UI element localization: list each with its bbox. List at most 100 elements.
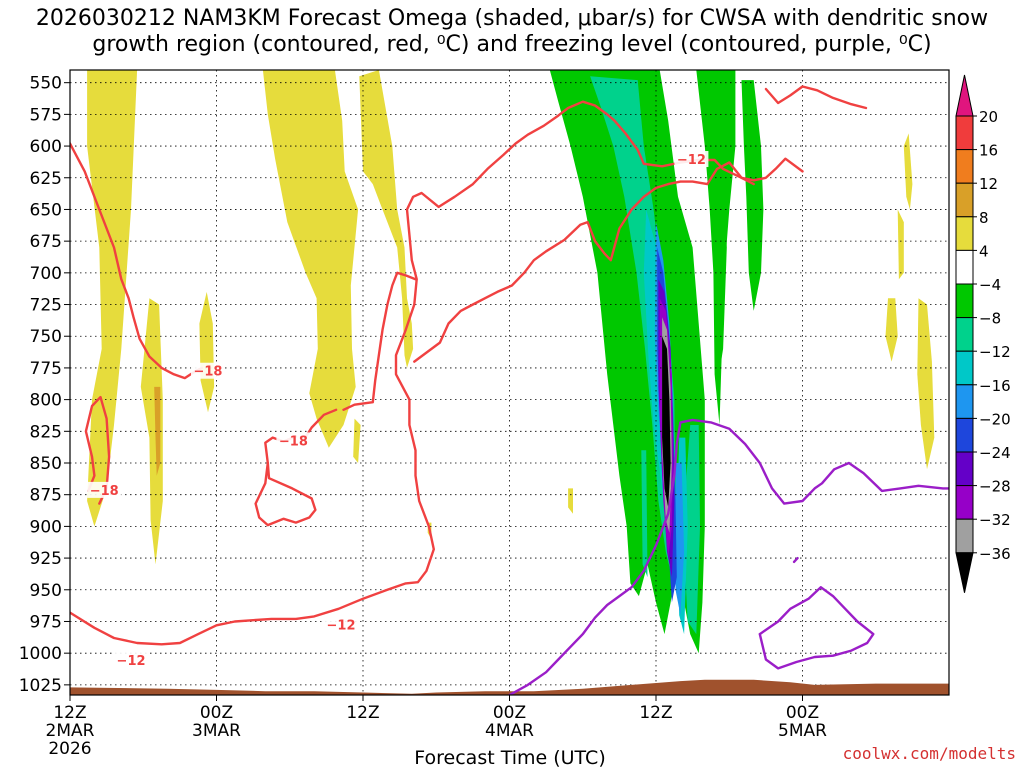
colorbar-bottom-triangle (955, 552, 974, 593)
colorbar-swatch-13 (955, 518, 974, 554)
xtick-label-12-2: 3MAR (192, 721, 241, 741)
ytick-label-600: 600 (30, 137, 62, 157)
colorbar-label-11: −28 (979, 478, 1011, 496)
ytick-label-850: 850 (30, 454, 62, 474)
y-axis-ticks: 550 575 600 625 650 675 700 725 750 775 800 825 850 8… (19, 74, 70, 696)
pressure-gridlines (70, 70, 949, 695)
omega-region-4to8-11 (903, 133, 913, 210)
contour-label-bg-2 (87, 481, 122, 498)
colorbar-swatch-6 (955, 283, 974, 319)
contour-label-bg-4 (114, 651, 149, 668)
ytick-label-650: 650 (30, 200, 62, 220)
temp-contour-2 (84, 395, 111, 505)
colorbar-swatch-8 (955, 350, 974, 386)
ytick-label-950: 950 (30, 581, 62, 601)
xtick-label-36-2: 4MAR (485, 721, 534, 741)
omega-region-ltm36-29 (662, 336, 671, 508)
temp-contour-0 (70, 142, 204, 380)
colorbar-label-0: 20 (979, 108, 998, 126)
xtick-label-48-1: 12Z (639, 703, 672, 723)
freezing-level-contours (508, 418, 949, 695)
omega-region-4to8-12 (897, 209, 904, 280)
colorbar-swatch-2 (955, 149, 974, 184)
chart-title-line2: growth region (contoured, red, ⁰C) and f… (92, 32, 931, 57)
xtick-label-0-3: 2026 (48, 739, 91, 759)
ytick-label-700: 700 (30, 264, 62, 284)
colorbar-swatch-1 (955, 115, 974, 151)
ytick-label-550: 550 (30, 74, 62, 94)
temp-contour-5 (342, 271, 417, 411)
xtick-label-12-1: 00Z (200, 703, 233, 723)
ytick-label-725: 725 (30, 296, 62, 316)
temp-contour-7 (413, 161, 755, 363)
omega-region-4to8-4 (262, 70, 359, 448)
ytick-label-775: 775 (30, 359, 62, 379)
colorbar-label-2: 12 (979, 175, 998, 193)
colorbar-label-13: −36 (979, 545, 1011, 563)
colorbar-swatch-4 (955, 216, 974, 251)
omega-region-8to12-2 (154, 386, 161, 476)
contour-label-1: −18 (279, 434, 308, 449)
omega-region-m8tom12-18 (590, 76, 678, 578)
omega-region-4to8-5 (359, 70, 414, 368)
ytick-label-875: 875 (30, 486, 62, 506)
colorbar-swatch-5 (955, 249, 974, 285)
colorbar-label-4: 4 (979, 242, 989, 260)
colorbar: 20 16 12 8 4 −4 −8 −12 −16 −20 −24 −28 −32 −36 (955, 74, 1011, 593)
temp-contour-8 (764, 85, 868, 110)
colorbar-label-6: −8 (979, 310, 1001, 328)
xtick-label-0-1: 12Z (53, 703, 86, 723)
ytick-label-1000: 1000 (19, 644, 62, 664)
omega-region-m16tom20-24 (675, 463, 685, 616)
omega-region-4to8-6 (353, 418, 361, 463)
omega-region-m4tom8-17 (741, 80, 764, 311)
ytick-label-825: 825 (30, 422, 62, 442)
colorbar-swatch-11 (955, 451, 974, 487)
x-axis-label: Forecast Time (UTC) (414, 747, 605, 768)
colorbar-swatch-9 (955, 384, 974, 419)
freezing-contour-1 (758, 586, 875, 670)
colorbar-label-10: −24 (979, 444, 1011, 462)
xtick-label-24-1: 12Z (346, 703, 379, 723)
omega-region-4to8-10 (917, 298, 935, 470)
colorbar-swatch-12 (955, 485, 974, 520)
credit-text: coolwx.com/modelts (843, 744, 1016, 763)
ytick-label-800: 800 (30, 391, 62, 411)
ytick-label-625: 625 (30, 169, 62, 189)
contour-labels: −18 −18 −18 −12 −12 −12 (87, 151, 709, 669)
ytick-label-975: 975 (30, 612, 62, 632)
terrain-layer (70, 679, 949, 695)
contour-label-bg-1 (276, 432, 311, 449)
omega-region-m8tom12-20 (641, 450, 648, 578)
colorbar-swatch-3 (955, 182, 974, 218)
freezing-contour-0 (508, 418, 949, 695)
colorbar-label-12: −32 (979, 511, 1011, 529)
xtick-label-36-1: 00Z (493, 703, 526, 723)
colorbar-label-3: 8 (979, 209, 989, 227)
contour-label-bg-0 (190, 362, 225, 379)
contour-label-bg-3 (324, 616, 359, 633)
contour-label-3: −12 (327, 618, 356, 633)
temperature-contours (70, 85, 868, 646)
contour-label-4: −12 (117, 654, 146, 669)
xtick-label-0-2: 2MAR (46, 721, 95, 741)
omega-region-4to8-3 (199, 291, 215, 413)
freezing-contour-2 (792, 556, 799, 564)
xtick-label-60-1: 00Z (786, 703, 819, 723)
contour-label-2: −18 (90, 484, 119, 499)
colorbar-swatch-7 (955, 317, 974, 352)
omega-region-m8tom12-19 (684, 425, 700, 635)
ytick-label-675: 675 (30, 232, 62, 252)
contour-label-bg-5 (674, 151, 709, 168)
colorbar-swatch-10 (955, 417, 974, 453)
colorbar-label-5: −4 (979, 276, 1001, 294)
omega-region-4to8-9 (885, 298, 898, 362)
ytick-label-575: 575 (30, 105, 62, 125)
ytick-label-1025: 1025 (19, 676, 62, 696)
colorbar-label-8: −16 (979, 377, 1011, 395)
contour-label-0: −18 (193, 365, 222, 380)
colorbar-label-7: −12 (979, 343, 1011, 361)
ytick-label-750: 750 (30, 327, 62, 347)
